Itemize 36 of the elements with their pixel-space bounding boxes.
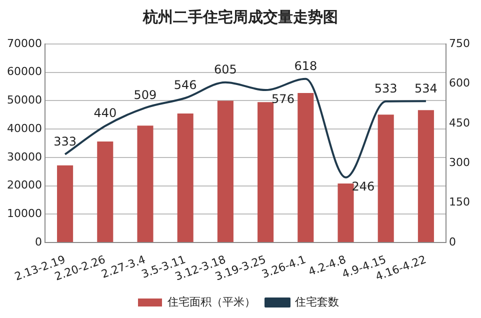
bar (258, 102, 274, 242)
bar (137, 126, 154, 242)
y-tick-label: 60000 (6, 65, 42, 78)
legend-label: 住宅面积（平米） (168, 295, 256, 308)
data-label: 533 (374, 82, 398, 96)
bar (217, 100, 234, 242)
chart-title: 杭州二手住宅周成交量走势图 (142, 8, 339, 27)
y-tick-label: 50000 (6, 94, 42, 107)
y-tick-label: 10000 (6, 206, 42, 220)
data-label: 576 (272, 92, 294, 106)
bar (418, 110, 434, 242)
y2-tick-label: 300 (449, 156, 470, 169)
data-label: 440 (94, 106, 117, 120)
y-tick-label: 40000 (6, 122, 42, 135)
data-label: 618 (294, 59, 318, 74)
y-tick-label: 20000 (6, 178, 42, 192)
y-tick-label: 30000 (6, 150, 42, 164)
data-label: 605 (214, 62, 237, 76)
bar (338, 184, 354, 242)
bar (57, 165, 74, 242)
y2-tick-label: 0 (449, 235, 456, 248)
y2-tick-label: 150 (449, 196, 470, 209)
y2-tick-label: 750 (449, 36, 470, 50)
y2-tick-label: 600 (449, 76, 470, 90)
y2-tick-label: 450 (449, 116, 470, 130)
data-label: 509 (134, 88, 157, 102)
bar (177, 113, 194, 242)
bar (378, 114, 394, 242)
data-label: 534 (414, 81, 438, 96)
y-tick-label: 0 (34, 235, 42, 248)
y-tick-label: 70000 (6, 36, 42, 50)
data-label: 333 (54, 134, 76, 148)
bar (97, 142, 114, 242)
data-label: 546 (174, 78, 197, 92)
bar (298, 93, 314, 242)
legend-label: 住宅套数 (295, 295, 339, 308)
